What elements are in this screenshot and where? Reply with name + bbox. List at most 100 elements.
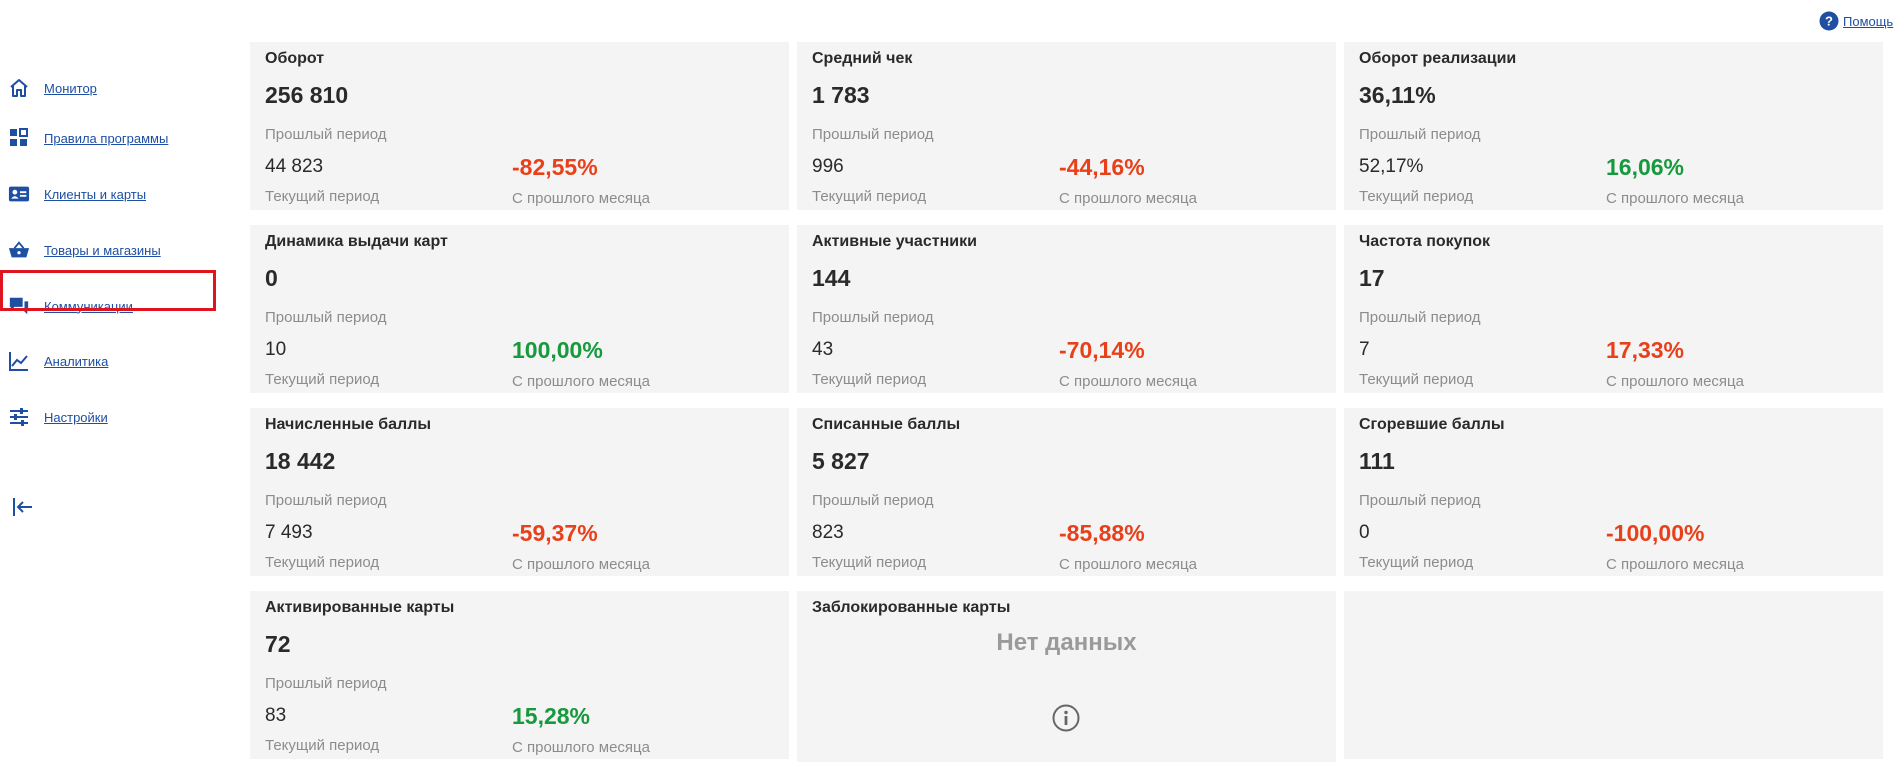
- card-title: Заблокированные карты: [812, 599, 1011, 616]
- cur-period-label: Текущий период: [265, 554, 380, 571]
- prev-period-value: 0: [1359, 522, 1370, 543]
- cur-period-label: Текущий период: [265, 188, 380, 205]
- metric-card: Активированные карты 72 Прошлый период 8…: [250, 591, 789, 759]
- cur-period-label: Текущий период: [812, 371, 927, 388]
- change-label: С прошлого месяца: [1059, 556, 1197, 573]
- change-value: -82,55%: [512, 154, 598, 180]
- metric-card: Средний чек 1 783 Прошлый период 996 Тек…: [797, 42, 1336, 210]
- change-label: С прошлого месяца: [512, 190, 650, 207]
- prev-period-label: Прошлый период: [812, 309, 934, 326]
- prev-period-label: Прошлый период: [265, 492, 387, 509]
- metric-card: Начисленные баллы 18 442 Прошлый период …: [250, 408, 789, 576]
- cur-period-label: Текущий период: [1359, 554, 1474, 571]
- cur-period-label: Текущий период: [812, 188, 927, 205]
- prev-period-label: Прошлый период: [265, 309, 387, 326]
- card-title: Списанные баллы: [812, 416, 961, 433]
- metric-card: Оборот 256 810 Прошлый период 44 823 Тек…: [250, 42, 789, 210]
- card-title: Сгоревшие баллы: [1359, 416, 1505, 433]
- prev-period-value: 996: [812, 156, 844, 177]
- prev-period-value: 52,17%: [1359, 156, 1424, 177]
- collapse-sidebar-icon[interactable]: [10, 495, 34, 519]
- prev-period-value: 7 493: [265, 522, 313, 543]
- prev-period-label: Прошлый период: [265, 675, 387, 692]
- sidebar-item-label[interactable]: Монитор: [44, 80, 97, 96]
- change-value: 15,28%: [512, 703, 591, 729]
- id-card-icon: [8, 183, 30, 205]
- card-value: 36,11%: [1359, 82, 1436, 108]
- card-title: Динамика выдачи карт: [265, 233, 448, 250]
- prev-period-value: 7: [1359, 339, 1370, 360]
- change-label: С прошлого месяца: [1059, 190, 1197, 207]
- metric-card: Сгоревшие баллы 111 Прошлый период 0 Тек…: [1344, 408, 1883, 576]
- highlight-frame: [0, 270, 216, 311]
- change-value: 17,33%: [1606, 337, 1685, 363]
- help[interactable]: ? Помощь: [1819, 11, 1893, 31]
- metric-card: Частота покупок 17 Прошлый период 7 Теку…: [1344, 225, 1883, 393]
- card-title: Частота покупок: [1359, 233, 1491, 250]
- metric-card: Списанные баллы 5 827 Прошлый период 823…: [797, 408, 1336, 576]
- change-value: -44,16%: [1059, 154, 1145, 180]
- prev-period-label: Прошлый период: [1359, 492, 1481, 509]
- card-value: 111: [1359, 448, 1395, 474]
- card-title: Активные участники: [812, 233, 977, 250]
- metric-card: Динамика выдачи карт 0 Прошлый период 10…: [250, 225, 789, 393]
- change-label: С прошлого месяца: [1606, 556, 1744, 573]
- change-label: С прошлого месяца: [512, 556, 650, 573]
- sidebar: Монитор Правила программы Клиенты и карт…: [0, 38, 240, 779]
- sidebar-item-clients[interactable]: Клиенты и карты: [8, 182, 146, 206]
- home-icon: [8, 77, 30, 99]
- card-value: 0: [265, 265, 278, 291]
- card-value: 1 783: [812, 82, 870, 108]
- prev-period-value: 10: [265, 339, 287, 360]
- card-value: 256 810: [265, 82, 349, 108]
- sidebar-item-label[interactable]: Клиенты и карты: [44, 186, 147, 202]
- prev-period-label: Прошлый период: [265, 126, 387, 143]
- card-title: Начисленные баллы: [265, 416, 432, 433]
- card-title: Средний чек: [812, 50, 913, 67]
- card-title: Активированные карты: [265, 599, 455, 616]
- sliders-icon: [8, 406, 30, 428]
- change-value: 100,00%: [512, 337, 603, 363]
- sidebar-item-analytics[interactable]: Аналитика: [8, 349, 108, 373]
- card-value: 144: [812, 265, 851, 291]
- sidebar-item-products[interactable]: Товары и магазины: [8, 238, 161, 262]
- sidebar-item-label[interactable]: Аналитика: [44, 353, 109, 369]
- sidebar-item-label[interactable]: Настройки: [44, 409, 108, 425]
- prev-period-label: Прошлый период: [812, 492, 934, 509]
- card-title: Оборот реализации: [1359, 50, 1517, 67]
- prev-period-label: Прошлый период: [1359, 309, 1481, 326]
- prev-period-value: 44 823: [265, 156, 324, 177]
- dashboard: Оборот 256 810 Прошлый период 44 823 Тек…: [240, 38, 1903, 779]
- prev-period-label: Прошлый период: [812, 126, 934, 143]
- change-value: -59,37%: [512, 520, 598, 546]
- cur-period-label: Текущий период: [1359, 188, 1474, 205]
- empty-card: [1344, 591, 1883, 759]
- sidebar-item-rules[interactable]: Правила программы: [8, 126, 168, 150]
- card-title: Оборот: [265, 50, 325, 67]
- change-label: С прошлого месяца: [1606, 190, 1744, 207]
- card-value: 72: [265, 631, 291, 657]
- help-icon[interactable]: ?: [1819, 11, 1839, 31]
- svg-text:?: ?: [1825, 14, 1833, 29]
- chart-line-icon: [8, 350, 30, 372]
- prev-period-value: 43: [812, 339, 834, 360]
- change-label: С прошлого месяца: [512, 373, 650, 390]
- sidebar-item-settings[interactable]: Настройки: [8, 405, 108, 429]
- sidebar-item-label[interactable]: Правила программы: [44, 130, 169, 146]
- cur-period-label: Текущий период: [265, 371, 380, 388]
- change-value: -85,88%: [1059, 520, 1145, 546]
- metrics-grid: Оборот 256 810 Прошлый период 44 823 Тек…: [240, 38, 1903, 779]
- prev-period-label: Прошлый период: [1359, 126, 1481, 143]
- sidebar-item-label[interactable]: Товары и магазины: [44, 242, 161, 258]
- card-value: 17: [1359, 265, 1385, 291]
- prev-period-value: 823: [812, 522, 844, 543]
- cur-period-label: Текущий период: [812, 554, 927, 571]
- change-label: С прошлого месяца: [512, 739, 650, 756]
- sidebar-item-monitor[interactable]: Монитор: [8, 76, 97, 100]
- help-link[interactable]: Помощь: [1843, 13, 1894, 29]
- info-icon[interactable]: [1051, 703, 1081, 733]
- chat-icon: [8, 295, 30, 317]
- metric-card-nodata: Заблокированные карты Нет данных: [797, 591, 1336, 762]
- change-value: -70,14%: [1059, 337, 1145, 363]
- metric-card: Оборот реализации 36,11% Прошлый период …: [1344, 42, 1883, 210]
